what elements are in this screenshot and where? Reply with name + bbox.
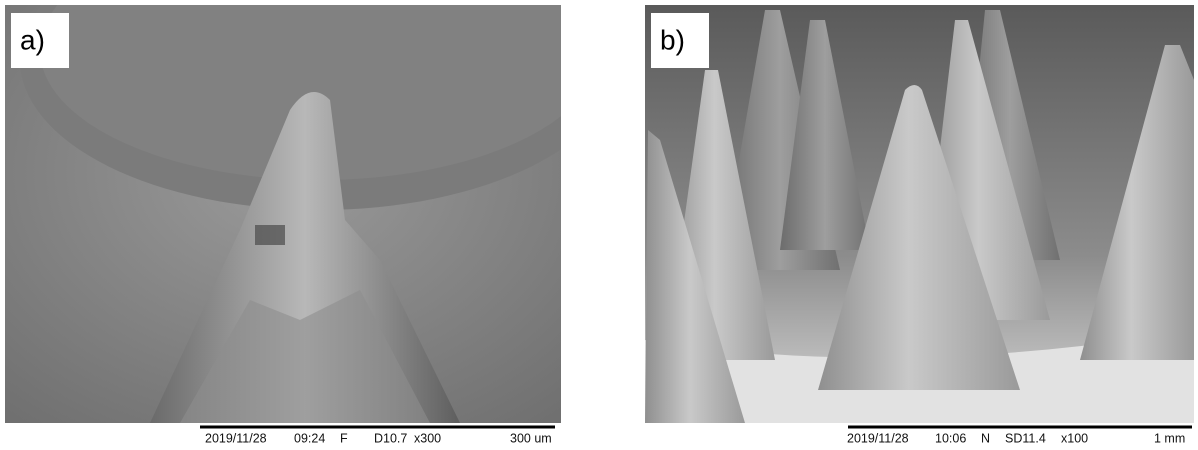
scale: 1 mm: [1154, 431, 1185, 445]
scale: 300 um: [510, 431, 552, 445]
panel-label: a): [20, 24, 45, 55]
micrograph-a: [5, 0, 620, 423]
date: 2019/11/28: [205, 431, 267, 445]
mode: F: [340, 431, 348, 445]
mode: N: [981, 431, 990, 445]
figure: a) b) 2019/11/28 09:24 F D10.7 x300 300 …: [0, 0, 1198, 450]
distance: SD11.4: [1005, 431, 1046, 445]
magnification: x100: [1061, 431, 1088, 445]
time: 09:24: [294, 431, 325, 445]
date: 2019/11/28: [847, 431, 909, 445]
panel-label: b): [660, 24, 685, 55]
time: 10:06: [935, 431, 966, 445]
distance: D10.7: [374, 431, 407, 445]
micrograph-b: [645, 5, 1194, 423]
magnification: x300: [414, 431, 441, 445]
